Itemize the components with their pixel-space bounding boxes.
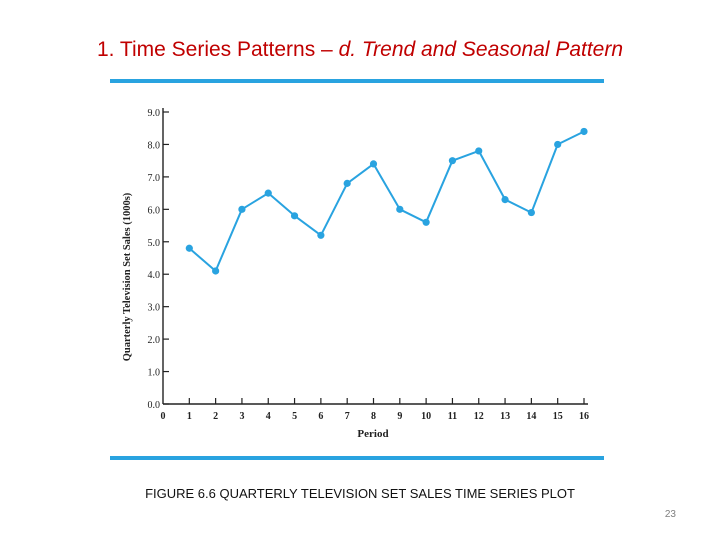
y-tick-label: 6.0 [148,205,161,216]
y-axis-title: Quarterly Television Set Sales (1000s) [122,192,133,361]
y-tick-label: 1.0 [148,368,161,379]
chart-axes: 0.01.02.03.04.05.06.07.08.09.00 1 2 3 4 5 6 7 8 9… [148,108,589,422]
x-axis-title: Period [357,428,388,440]
x-tick-label: 7 [345,411,350,422]
series-line [188,130,585,272]
x-tick-label: 9 [397,411,402,422]
y-tick-label: 4.0 [148,270,161,281]
x-tick-label: 2 [213,411,218,422]
figure-caption: FIGURE 6.6 QUARTERLY TELEVISION SET SALE… [145,486,575,501]
y-tick-label: 7.0 [148,173,161,184]
y-tick-label: 9.0 [148,108,161,119]
data-point [501,196,509,204]
data-point [422,218,430,226]
data-point [448,157,457,165]
x-tick-label: 4 [266,411,271,422]
y-tick-label: 0.0 [148,400,161,411]
data-point [185,244,193,252]
x-tick-label: 3 [239,411,244,422]
x-tick-label: 12 [474,411,484,422]
figure-panel: 0.0 1.0 2.0 3.0 4.0 5.0 6.0 7.0 8.0 9.0 0 1 2 3 4 5 6 7 8 9… [110,79,604,460]
y-tick-label: 3.0 [148,303,161,314]
x-tick-label: 10 [421,411,431,422]
data-point [317,231,325,239]
x-tick-label: 1 [187,411,192,422]
x-tick-label: 5 [292,411,297,422]
data-point [238,205,246,213]
data-point [475,147,483,155]
data-point [290,212,299,220]
x-tick-label: 11 [448,411,457,422]
x-tick-label: 15 [553,411,563,422]
figure-bottom-rule [110,456,604,460]
data-point [369,160,378,168]
figure-top-rule [110,79,604,83]
chart-labels: Period Quarterly Television Set Sales (1… [122,192,389,440]
x-tick-label: 14 [526,411,536,422]
page-number: 23 [664,509,676,520]
line-chart: 0.01.02.03.04.05.06.07.08.09.00 1 2 3 4 5 6 7 8 9… [122,108,589,440]
slide-title-emphasis: d. Trend and Seasonal Pattern [338,38,624,61]
y-tick-label: 8.0 [148,140,161,151]
data-point [343,179,351,187]
data-point [527,208,535,217]
data-point [264,189,272,197]
x-tick-label: 0 [161,411,166,422]
x-tick-label: 6 [318,411,323,422]
x-tick-label: 8 [371,411,376,422]
data-point [212,267,220,275]
x-tick-label: 13 [500,411,510,422]
x-tick-label: 16 [579,411,589,422]
slide-title: 1. Time Series Patterns – d. Trend and S… [0,38,720,62]
data-point [554,140,562,149]
y-tick-label: 5.0 [148,238,161,249]
chart-series [185,127,588,275]
y-tick-label: 2.0 [148,335,161,346]
slide-title-prefix: 1. Time Series Patterns – [96,38,339,61]
data-point [580,127,588,136]
data-point [396,205,404,213]
